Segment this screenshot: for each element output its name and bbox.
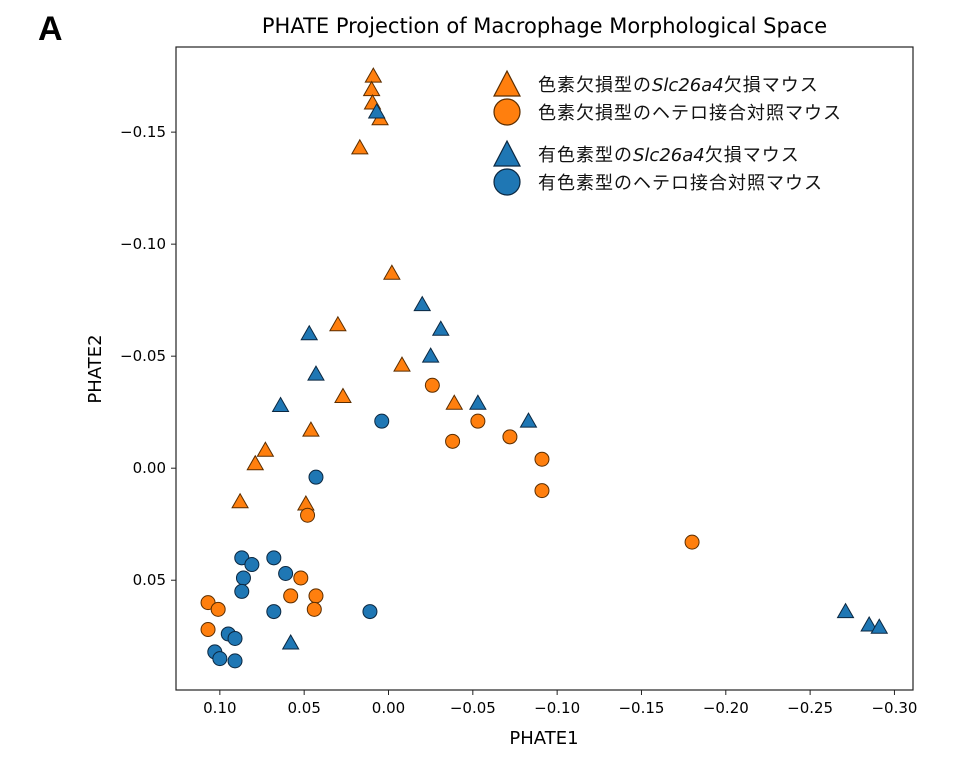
data-point-series-3-circle [266,550,282,566]
legend-item-pigmented-het-control: 有色素型のヘテロ接合対照マウス [492,168,912,196]
legend-orange-circle-icon [493,98,521,126]
data-point-series-3-circle [308,469,324,485]
data-point-series-1-circle [293,570,309,586]
x-tick-label: −0.05 [450,699,496,717]
legend: 色素欠損型のSlc26a4欠損マウス 色素欠損型のヘテロ接合対照マウス 有色素型… [492,69,912,196]
plot-frame [175,46,914,691]
legend-label: 有色素型のヘテロ接合対照マウス [538,173,823,194]
data-points [200,67,889,669]
chart-title: PHATE Projection of Macrophage Morpholog… [261,14,828,38]
data-point-series-0-triangle [350,138,369,155]
data-point-series-2-triangle [271,396,290,412]
y-tick-label: 0.05 [133,571,166,589]
y-tick-label: −0.05 [120,347,166,365]
y-axis-label: PHATE2 [85,334,106,403]
legend-blue-triangle-icon [493,139,521,167]
legend-blue-circle-icon [493,168,521,196]
data-point-series-3-circle [235,570,251,586]
data-point-series-1-circle [534,451,550,467]
data-point-series-2-triangle [519,412,538,428]
data-point-series-1-circle [283,588,299,604]
data-point-series-0-triangle [246,454,265,471]
data-point-series-2-triangle [836,602,855,619]
data-point-series-1-circle [308,588,324,604]
data-point-series-0-triangle [393,356,411,372]
legend-label: 色素欠損型のヘテロ接合対照マウス [538,103,842,124]
data-point-series-3-circle [278,565,294,581]
data-point-series-1-circle [502,429,518,445]
data-point-series-3-circle [227,630,243,646]
y-tick-label: −0.15 [120,123,166,141]
data-point-series-2-triangle [421,347,440,363]
data-point-series-3-circle [374,413,390,429]
data-point-series-1-circle [210,601,226,617]
data-point-series-2-triangle [307,365,325,381]
x-tick-label: −0.25 [787,699,833,717]
data-point-series-3-circle [212,651,228,667]
data-point-series-2-triangle [860,616,879,632]
data-point-series-1-circle [306,601,322,617]
legend-label: 色素欠損型のSlc26a4欠損マウス [538,75,819,96]
legend-label: 有色素型のSlc26a4欠損マウス [538,145,800,166]
data-point-series-0-triangle [329,315,347,332]
y-tick-label: 0.00 [133,459,166,477]
x-axis-ticks: 0.10 0.05 0.00 −0.05 −0.10 −0.15 −0.20 −0.25 −0.… [203,690,917,717]
legend-orange-triangle-icon [493,69,521,97]
data-point-series-1-circle [534,483,550,499]
x-tick-label: −0.10 [534,699,580,717]
y-tick-label: −0.10 [120,235,166,253]
x-tick-label: −0.20 [703,699,749,717]
data-point-series-0-triangle [383,264,401,280]
data-point-series-3-circle [266,604,282,620]
data-point-series-0-triangle [362,80,381,97]
data-point-series-2-triangle [300,324,319,341]
x-tick-label: 0.05 [287,699,320,717]
data-point-series-2-triangle [431,320,450,336]
x-tick-label: −0.15 [618,699,664,717]
data-point-series-0-triangle [302,421,320,437]
x-tick-label: 0.10 [203,699,236,717]
data-point-series-3-circle [234,583,250,599]
x-axis-label: PHATE1 [509,728,578,749]
data-point-series-0-triangle [256,441,275,457]
data-point-series-1-circle [424,377,440,393]
data-point-series-1-circle [300,507,316,523]
legend-item-pigmentless-het-control: 色素欠損型のヘテロ接合対照マウス [492,98,912,126]
panel-label: A [38,10,63,48]
data-point-series-2-triangle [870,618,889,634]
y-axis-ticks: −0.15 −0.10 −0.05 0.00 0.05 [120,123,176,589]
data-point-series-0-triangle [445,394,464,410]
data-point-series-0-triangle [364,67,383,83]
data-point-series-2-triangle [413,295,432,312]
data-point-series-2-triangle [367,102,386,119]
data-point-series-3-circle [362,604,378,620]
data-point-series-2-triangle [281,633,300,650]
x-tick-label: 0.00 [372,699,405,717]
data-point-series-0-triangle [231,492,249,509]
legend-item-pigmentless-slc26a4-ko: 色素欠損型のSlc26a4欠損マウス [492,69,912,98]
data-point-series-1-circle [200,622,216,638]
data-point-series-1-circle [470,413,486,429]
x-tick-label: −0.30 [871,699,917,717]
data-point-series-2-triangle [469,394,487,410]
data-point-series-3-circle [244,557,260,573]
data-point-series-1-circle [445,433,461,449]
data-point-series-1-circle [684,534,700,550]
data-point-series-0-triangle [334,387,352,404]
legend-item-pigmented-slc26a4-ko: 有色素型のSlc26a4欠損マウス [492,139,912,168]
data-point-series-3-circle [227,653,243,669]
